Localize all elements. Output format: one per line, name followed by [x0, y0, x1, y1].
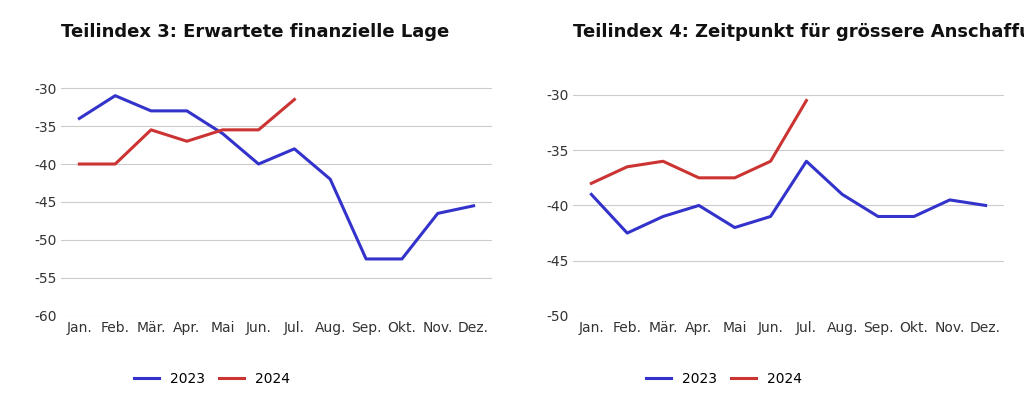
2023 [657, 214, 670, 219]
2023 [979, 203, 991, 208]
2023 [360, 256, 373, 261]
2023 [252, 162, 264, 166]
Line: 2023: 2023 [80, 96, 473, 259]
2024 [289, 97, 301, 102]
2023 [621, 230, 633, 235]
2023 [145, 109, 158, 113]
2023 [871, 214, 884, 219]
2024 [764, 159, 776, 164]
2024 [252, 128, 264, 132]
2024 [180, 139, 193, 144]
2023 [324, 177, 336, 182]
2023 [216, 131, 228, 136]
Legend: 2023, 2024: 2023, 2024 [128, 367, 296, 392]
Text: Teilindex 3: Erwartete finanzielle Lage: Teilindex 3: Erwartete finanzielle Lage [61, 23, 450, 40]
Legend: 2023, 2024: 2023, 2024 [640, 367, 808, 392]
Line: 2023: 2023 [592, 161, 985, 233]
2024 [586, 181, 598, 186]
2023 [289, 147, 301, 151]
2023 [74, 116, 86, 121]
Text: Teilindex 4: Zeitpunkt für grössere Anschaffungen: Teilindex 4: Zeitpunkt für grössere Ansc… [573, 23, 1024, 40]
2023 [432, 211, 444, 216]
2024 [657, 159, 670, 164]
2023 [729, 225, 741, 230]
2023 [801, 159, 813, 164]
2023 [180, 109, 193, 113]
2023 [907, 214, 920, 219]
2024 [692, 175, 705, 180]
2024 [729, 175, 741, 180]
2024 [216, 128, 228, 132]
2023 [764, 214, 776, 219]
2023 [109, 93, 121, 98]
2024 [109, 162, 121, 166]
2023 [692, 203, 705, 208]
2024 [801, 98, 813, 103]
2024 [145, 128, 158, 132]
2023 [395, 256, 408, 261]
2024 [74, 162, 86, 166]
Line: 2024: 2024 [80, 100, 295, 164]
2024 [621, 164, 633, 169]
2023 [943, 198, 955, 202]
Line: 2024: 2024 [592, 100, 807, 183]
2023 [467, 203, 479, 208]
2023 [836, 192, 848, 197]
2023 [586, 192, 598, 197]
